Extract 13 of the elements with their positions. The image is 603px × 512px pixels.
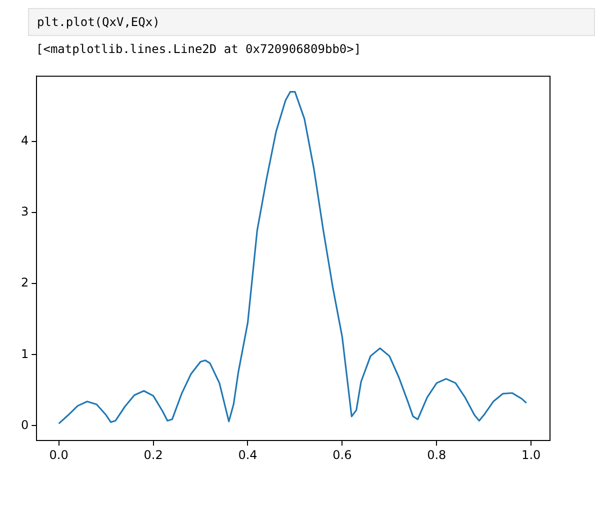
x-tick-label: 0.0 bbox=[49, 448, 68, 462]
x-tick-label: 0.8 bbox=[427, 448, 446, 462]
y-tick-label: 0 bbox=[20, 418, 29, 432]
x-tick-label: 1.0 bbox=[522, 448, 541, 462]
y-tick-label: 1 bbox=[20, 346, 29, 361]
y-tick-label: 4 bbox=[20, 134, 29, 148]
y-tick-label: 2 bbox=[20, 276, 29, 290]
text: plt.plot(QxV,EQx) bbox=[28, 8, 595, 36]
x-tick-label: 0.6 bbox=[332, 448, 352, 462]
x-tick-label: 0.2 bbox=[144, 448, 163, 462]
x-tick-label: 0.4 bbox=[238, 448, 258, 462]
text: [<matplotlib.lines.Line2D at 0x720906809bb0>] bbox=[35, 41, 362, 58]
y-tick-label: 3 bbox=[20, 204, 29, 219]
